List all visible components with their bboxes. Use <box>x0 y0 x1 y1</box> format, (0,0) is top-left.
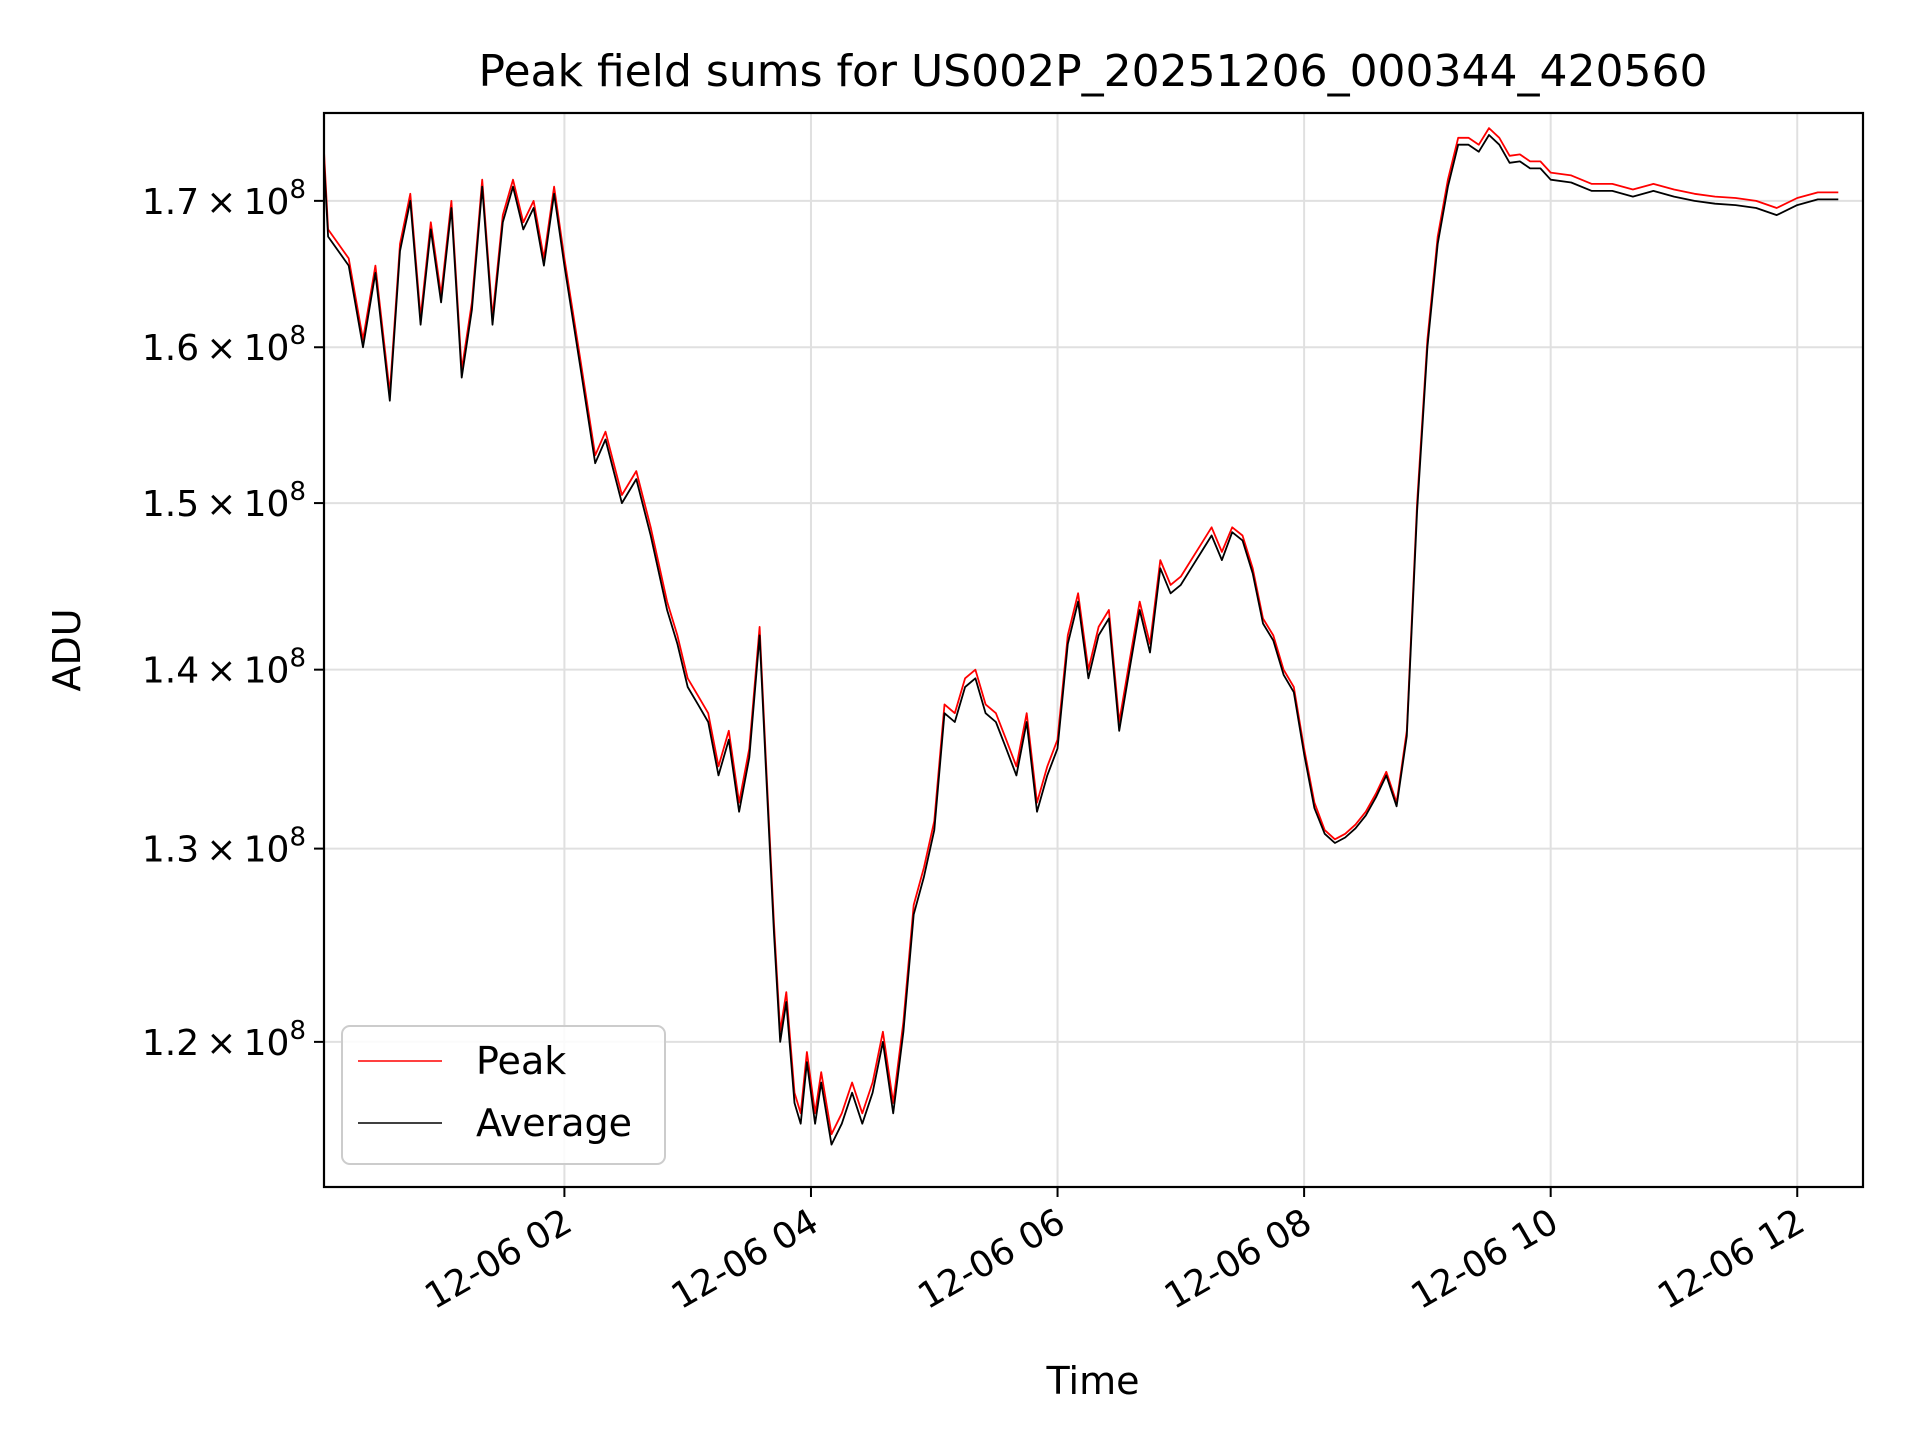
series-line-average <box>324 134 1839 1146</box>
x-axis-title: Time <box>1046 1359 1140 1403</box>
legend: Peak Average <box>341 1025 666 1165</box>
chart-title: Peak field sums for US002P_20251206_0003… <box>479 46 1708 97</box>
series-layer <box>324 127 1839 1146</box>
y-tick-label: 1.2 × 108 <box>142 1016 306 1064</box>
y-tick-label: 1.7 × 108 <box>142 175 306 223</box>
plot-frame <box>322 111 1865 1189</box>
grid <box>324 113 1863 1187</box>
y-tick-label: 1.5 × 108 <box>142 477 306 525</box>
legend-label-average: Average <box>476 1101 632 1145</box>
series-line-peak <box>324 127 1839 1136</box>
legend-label-peak: Peak <box>476 1039 566 1083</box>
y-tick-label: 1.3 × 108 <box>142 823 306 871</box>
y-axis-title: ADU <box>45 608 89 691</box>
y-axis: 1.2 × 108 1.3 × 108 1.4 × 108 1.5 × 108 1.6 … <box>142 175 324 1064</box>
y-tick-label: 1.6 × 108 <box>142 321 306 369</box>
y-tick-label: 1.4 × 108 <box>142 644 306 692</box>
